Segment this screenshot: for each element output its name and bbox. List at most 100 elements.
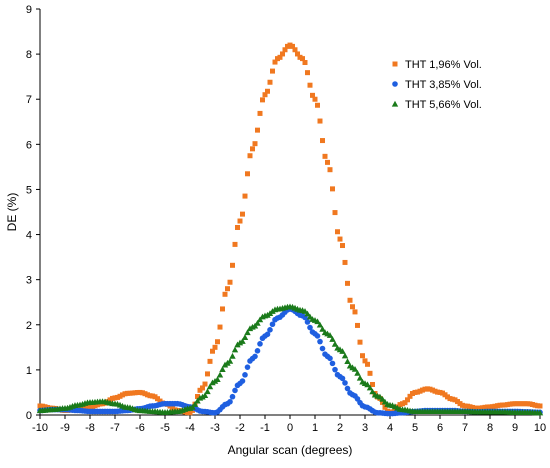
data-point xyxy=(202,381,208,387)
y-axis-title: DE (%) xyxy=(5,193,19,232)
data-point xyxy=(351,365,359,372)
data-point xyxy=(290,43,295,49)
data-point xyxy=(235,224,240,230)
data-point xyxy=(222,291,228,297)
data-point xyxy=(317,118,323,124)
plot-area xyxy=(36,42,544,417)
data-point xyxy=(331,340,339,347)
data-point xyxy=(329,360,336,367)
y-tick-label: 5 xyxy=(26,184,32,196)
legend-item: THT 5,66% Vol. xyxy=(391,99,482,111)
x-tick-label: 2 xyxy=(337,422,343,434)
data-point xyxy=(369,388,376,395)
legend-item: THT 1,96% Vol. xyxy=(392,59,482,71)
legend-item: THT 3,85% Vol. xyxy=(392,79,482,91)
y-tick-label: 7 xyxy=(26,94,32,106)
data-point xyxy=(367,370,373,376)
data-point xyxy=(292,47,298,53)
data-point xyxy=(354,369,361,376)
data-point xyxy=(344,385,351,392)
x-tick-label: 9 xyxy=(512,422,518,434)
axes: -10 -9 -8 -7 -6 -5 -4 -3 -2 -1 0 1 2 3 4 5 6 7 8 9 100123456… xyxy=(26,4,546,434)
data-point xyxy=(206,383,214,390)
data-point xyxy=(239,338,246,344)
data-point xyxy=(254,319,261,326)
data-point xyxy=(282,47,288,53)
x-tick-label: 1 xyxy=(312,422,318,434)
data-point xyxy=(355,322,360,328)
data-point xyxy=(341,352,349,359)
data-point xyxy=(536,409,544,416)
data-point xyxy=(320,138,325,144)
x-tick-label: 8 xyxy=(487,422,493,434)
data-point xyxy=(382,404,388,410)
data-point xyxy=(326,332,334,338)
data-point xyxy=(332,210,338,216)
data-point xyxy=(229,352,236,359)
data-point xyxy=(340,243,345,249)
data-point xyxy=(229,393,236,400)
data-point xyxy=(210,348,215,354)
data-point xyxy=(295,51,300,57)
data-point xyxy=(316,321,324,328)
data-point xyxy=(270,68,275,74)
x-tick-label: 10 xyxy=(534,422,546,434)
data-point xyxy=(335,229,340,235)
data-point xyxy=(332,366,338,373)
x-tick-label: -1 xyxy=(260,422,270,434)
data-point xyxy=(237,218,243,224)
data-point xyxy=(214,376,221,383)
x-tick-label: -7 xyxy=(110,422,120,434)
data-point xyxy=(407,393,413,399)
data-point xyxy=(252,353,258,360)
data-point xyxy=(244,364,251,370)
data-point xyxy=(379,395,386,402)
data-point xyxy=(204,388,211,395)
data-point xyxy=(350,304,355,310)
data-point xyxy=(205,371,210,377)
data-point xyxy=(357,339,363,345)
y-tick-label: 3 xyxy=(26,275,32,287)
data-point xyxy=(300,56,305,62)
data-point xyxy=(310,92,315,98)
data-point xyxy=(345,280,350,286)
data-point xyxy=(195,394,200,400)
data-point xyxy=(250,146,255,152)
data-point xyxy=(217,324,223,330)
data-point xyxy=(231,346,239,353)
y-tick-label: 1 xyxy=(26,365,32,377)
x-tick-label: -5 xyxy=(160,422,170,434)
data-point xyxy=(262,92,268,98)
x-axis-title: Angular scan (degrees) xyxy=(228,443,353,457)
data-point xyxy=(364,381,371,388)
data-point xyxy=(314,318,321,325)
x-tick-label: -9 xyxy=(60,422,70,434)
x-tick-label: -3 xyxy=(210,422,220,434)
data-point xyxy=(304,319,311,325)
data-point xyxy=(227,398,233,405)
data-point xyxy=(330,186,335,192)
data-point xyxy=(319,325,326,332)
data-point xyxy=(362,358,368,364)
data-point xyxy=(236,339,244,346)
data-point xyxy=(247,153,253,159)
data-point xyxy=(312,96,318,102)
data-point xyxy=(269,321,276,328)
data-point xyxy=(337,236,343,242)
data-point xyxy=(304,310,311,317)
x-tick-label: 6 xyxy=(437,422,443,434)
legend-label: THT 1,96% Vol. xyxy=(405,59,482,71)
legend-label: THT 3,85% Vol. xyxy=(405,79,482,91)
y-tick-label: 9 xyxy=(26,4,32,16)
data-point xyxy=(191,401,199,407)
data-point xyxy=(339,375,346,382)
data-point xyxy=(339,348,346,354)
y-tick-label: 8 xyxy=(26,49,32,61)
data-point xyxy=(272,59,278,65)
data-point xyxy=(257,110,263,116)
data-point xyxy=(226,357,234,364)
data-point xyxy=(344,358,351,364)
data-point xyxy=(265,88,270,94)
data-point xyxy=(325,159,330,165)
